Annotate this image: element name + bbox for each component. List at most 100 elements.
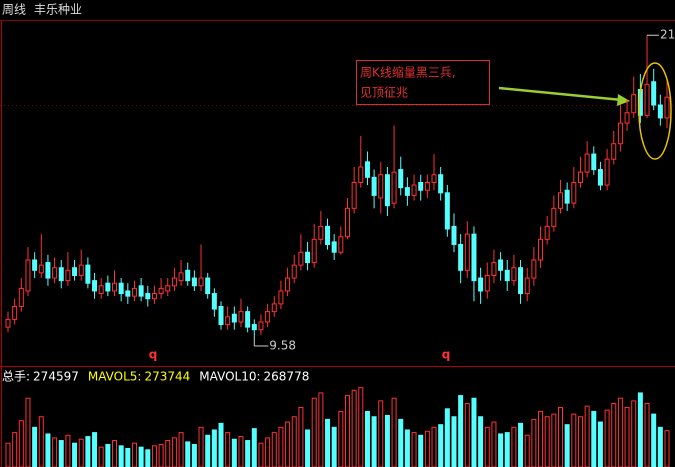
- volume-bar: [438, 424, 444, 467]
- candle-body: [171, 277, 177, 287]
- volume-bar: [404, 429, 410, 467]
- candle-body: [484, 274, 490, 292]
- candle-body: [45, 262, 51, 279]
- high-label: 21: [660, 28, 675, 42]
- candle-body: [557, 192, 563, 209]
- candle-body: [564, 189, 570, 204]
- candle-body: [617, 122, 623, 145]
- candle-body: [325, 225, 331, 245]
- candle-body: [358, 166, 364, 183]
- volume-bar: [597, 421, 603, 467]
- candle-body: [105, 282, 111, 292]
- volume-bar: [112, 440, 118, 467]
- volume-bar: [265, 437, 271, 467]
- volume-bar: [551, 413, 557, 467]
- candle-body: [205, 277, 211, 295]
- candle-body: [32, 259, 38, 271]
- volume-bar: [291, 416, 297, 467]
- volume-bar: [52, 437, 58, 467]
- volume-bar: [424, 430, 430, 467]
- candle-body: [271, 303, 277, 313]
- volume-bar: [644, 403, 650, 467]
- candle-body: [251, 324, 257, 331]
- candle-body: [431, 174, 437, 183]
- volume-bar: [211, 429, 217, 467]
- candle-body: [498, 259, 504, 271]
- candle-body: [72, 267, 78, 276]
- volume-bar: [125, 447, 131, 467]
- volume-bar: [158, 444, 164, 467]
- volume-bar: [518, 422, 524, 467]
- candle-body: [118, 282, 124, 295]
- candle-body: [98, 285, 104, 295]
- note-box: [356, 60, 490, 105]
- candle-body: [25, 259, 31, 292]
- candle-body: [571, 181, 577, 204]
- volume-bar: [245, 440, 251, 467]
- candle-body: [225, 316, 231, 326]
- signal-marker: q: [149, 348, 158, 362]
- volume-bar: [12, 432, 18, 467]
- volume-bar: [131, 442, 137, 467]
- candle-body: [65, 269, 71, 282]
- candle-body: [644, 83, 650, 116]
- candle-body: [305, 251, 311, 264]
- volume-bar: [118, 445, 124, 467]
- volume-bar: [318, 392, 324, 467]
- volume-bar: [637, 392, 643, 467]
- legend-value: 274597: [33, 370, 79, 384]
- legend-value: 268778: [264, 370, 310, 384]
- candle-body: [211, 293, 217, 310]
- candle-body: [591, 153, 597, 171]
- candle-body: [438, 174, 444, 194]
- volume-bar: [72, 442, 78, 467]
- volume-bar: [85, 436, 91, 467]
- volume-bar: [364, 410, 370, 467]
- volume-bar: [557, 406, 563, 467]
- candle-body: [518, 267, 524, 295]
- candle-body: [471, 233, 477, 282]
- volume-bar: [584, 405, 590, 467]
- legend-label: MAVOL5:: [88, 370, 142, 384]
- candle-body: [657, 104, 663, 119]
- volume-bar: [591, 410, 597, 467]
- volume-bar: [611, 403, 617, 467]
- candle-body: [12, 305, 18, 320]
- volume-bar: [524, 434, 530, 467]
- candle-body: [285, 277, 291, 292]
- legend-label: MAVOL10:: [199, 370, 260, 384]
- volume-bar: [305, 429, 311, 467]
- candle-body: [238, 311, 244, 323]
- candle-body: [384, 174, 390, 207]
- volume-bar: [231, 438, 237, 467]
- volume-bar: [205, 434, 211, 467]
- candle-body: [464, 233, 470, 271]
- volume-bar: [278, 426, 284, 467]
- note-line: 见顶征兆: [360, 86, 408, 100]
- candle-body: [85, 264, 91, 284]
- volume-bar: [458, 395, 464, 467]
- candle-body: [231, 313, 237, 323]
- candle-body: [444, 192, 450, 230]
- volume-bar: [664, 430, 670, 467]
- volume-bar: [92, 432, 98, 467]
- volume-bar: [25, 397, 31, 467]
- volume-bar: [5, 442, 11, 467]
- volume-bar: [138, 446, 144, 467]
- candle-body: [624, 112, 630, 124]
- volume-bar: [171, 437, 177, 467]
- volume-bar: [45, 433, 51, 467]
- legend-value: 273744: [144, 370, 190, 384]
- volume-bar: [631, 400, 637, 467]
- volume-bar: [431, 426, 437, 467]
- candle-body: [58, 267, 64, 282]
- candle-body: [112, 282, 118, 292]
- candle-body: [318, 225, 324, 240]
- candle-body: [584, 153, 590, 173]
- candle-body: [38, 264, 44, 274]
- volume-bar: [617, 397, 623, 467]
- volume-bar: [178, 432, 184, 467]
- volume-bar: [624, 406, 630, 467]
